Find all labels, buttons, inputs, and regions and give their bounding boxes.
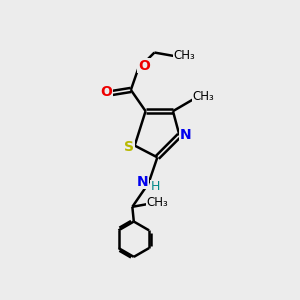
Text: O: O xyxy=(138,59,150,73)
Text: CH₃: CH₃ xyxy=(174,49,196,62)
Text: S: S xyxy=(124,140,134,154)
Text: N: N xyxy=(180,128,192,142)
Text: N: N xyxy=(137,175,148,189)
Text: CH₃: CH₃ xyxy=(146,196,168,209)
Text: O: O xyxy=(100,85,112,99)
Text: H: H xyxy=(150,180,160,193)
Text: CH₃: CH₃ xyxy=(192,90,214,103)
